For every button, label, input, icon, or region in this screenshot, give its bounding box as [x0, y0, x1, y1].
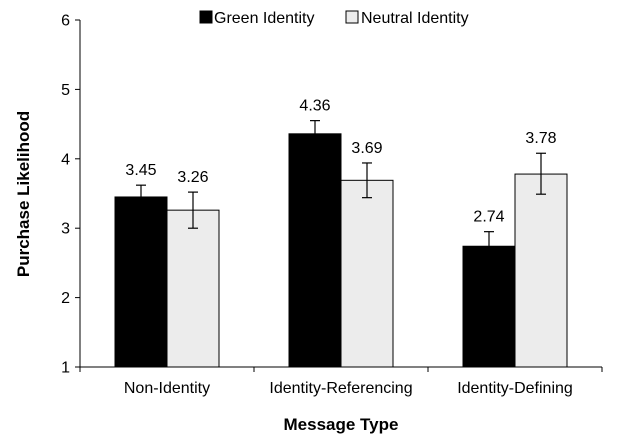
- legend-swatch-green-identity: [199, 10, 213, 24]
- data-labels-group: 3.45 3.26 4.36 3.69 2.74 3.78: [125, 98, 556, 226]
- y-axis-title: Purchase Likelihood: [14, 111, 33, 277]
- legend: Green Identity Neutral Identity: [199, 10, 469, 27]
- data-label: 3.69: [351, 140, 382, 157]
- data-label: 3.45: [125, 162, 156, 179]
- error-bars-group: [136, 120, 546, 261]
- data-label: 2.74: [473, 209, 504, 226]
- x-axis-title: Message Type: [284, 415, 399, 434]
- y-tick-label: 5: [61, 82, 70, 99]
- data-label: 3.26: [177, 169, 208, 186]
- y-tick-label: 4: [61, 151, 70, 168]
- y-tick-label: 3: [61, 221, 70, 238]
- x-axis: Non-Identity Identity-Referencing Identity…: [79, 366, 603, 397]
- bar-green-identity: [462, 245, 516, 368]
- x-category-label: Identity-Defining: [457, 380, 573, 397]
- y-tick-label: 1: [61, 360, 70, 377]
- bars-group: [114, 133, 568, 368]
- bar-neutral-identity: [166, 209, 220, 368]
- data-label: 3.78: [525, 130, 556, 147]
- data-label: 4.36: [299, 98, 330, 115]
- y-tick-label: 2: [61, 290, 70, 307]
- bar-neutral-identity: [514, 173, 568, 368]
- x-category-label: Identity-Referencing: [269, 380, 412, 397]
- bar-green-identity: [288, 133, 342, 368]
- y-axis: 1 2 3 4 5 6: [61, 13, 81, 377]
- x-category-label: Non-Identity: [124, 380, 210, 397]
- bar-neutral-identity: [340, 179, 394, 368]
- y-tick-label: 6: [61, 13, 70, 30]
- bar-green-identity: [114, 196, 168, 368]
- legend-label-green-identity: Green Identity: [214, 10, 315, 27]
- legend-label-neutral-identity: Neutral Identity: [361, 10, 469, 27]
- legend-swatch-neutral-identity: [345, 10, 359, 24]
